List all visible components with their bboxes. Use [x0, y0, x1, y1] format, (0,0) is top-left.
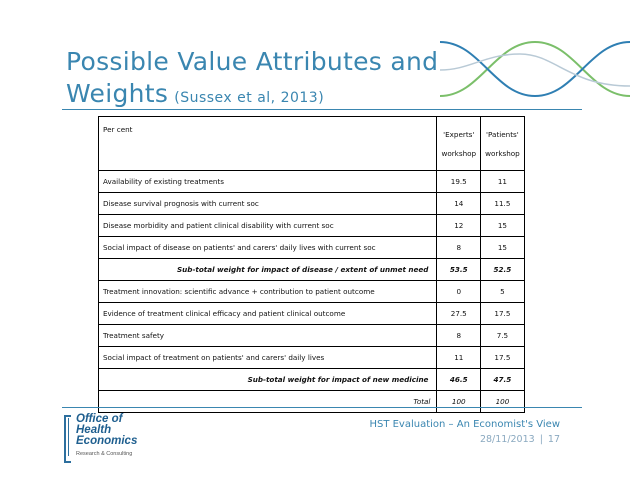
- footer-separator: |: [539, 434, 543, 445]
- row-experts: 19.5: [436, 170, 482, 193]
- footer-date: 28/11/2013: [479, 434, 535, 445]
- table-header-row: Per cent 'Experts' workshop 'Patients' wor…: [97, 116, 525, 171]
- row-patients: 5: [480, 280, 525, 303]
- table-row: Social impact of treatment on patients' …: [97, 346, 525, 369]
- header-experts: 'Experts' workshop: [436, 116, 482, 171]
- table-row: Treatment innovation: scientific advance…: [97, 280, 525, 303]
- row-label: Availability of existing treatments: [97, 170, 438, 193]
- logo-bracket-icon: [64, 415, 71, 463]
- subtotal-label: Sub-total weight for impact of new medic…: [97, 368, 438, 391]
- subtotal-patients: 47.5: [480, 368, 525, 391]
- row-experts: 14: [436, 192, 482, 215]
- row-patients: 15: [480, 236, 525, 259]
- row-patients: 17.5: [480, 346, 525, 369]
- header-patients: 'Patients' workshop: [480, 116, 525, 171]
- row-experts: 27.5: [436, 302, 482, 325]
- header-patients-line2: workshop: [485, 149, 520, 158]
- subtotal-row-disease: Sub-total weight for impact of disease /…: [97, 258, 525, 281]
- footer-meta: 28/11/2013 | 17: [480, 434, 560, 445]
- logo-inner-bracket-icon: [68, 418, 72, 456]
- logo-line-2: Health: [76, 424, 112, 436]
- subtotal-patients: 52.5: [480, 258, 525, 281]
- total-label: Total: [97, 390, 438, 413]
- row-experts: 0: [436, 280, 482, 303]
- page-number: 17: [547, 434, 560, 445]
- subtotal-row-medicine: Sub-total weight for impact of new medic…: [97, 368, 525, 391]
- footer-divider: [62, 407, 582, 408]
- table-row: Evidence of treatment clinical efficacy …: [97, 302, 525, 325]
- wave-decoration-icon: [440, 40, 630, 98]
- total-patients: 100: [480, 390, 525, 413]
- row-label: Social impact of disease on patients' an…: [97, 236, 438, 259]
- title-line-2: Weights (Sussex et al, 2013): [66, 78, 486, 114]
- ohe-logo: Office of Health Economics Research & Co…: [64, 413, 196, 472]
- row-patients: 17.5: [480, 302, 525, 325]
- row-patients: 11.5: [480, 192, 525, 215]
- row-experts: 11: [436, 346, 482, 369]
- logo-line-3: Economics: [76, 435, 138, 447]
- row-patients: 11: [480, 170, 525, 193]
- header-divider: [62, 109, 582, 110]
- header-experts-line2: workshop: [441, 149, 477, 158]
- slide-title: Possible Value Attributes and Weights (Su…: [66, 46, 486, 114]
- table-row: Availability of existing treatments 19.5…: [97, 170, 525, 193]
- header-experts-line1: 'Experts': [443, 130, 475, 139]
- row-label: Treatment innovation: scientific advance…: [97, 280, 438, 303]
- row-label: Disease survival prognosis with current …: [97, 192, 438, 215]
- header-patients-line1: 'Patients': [486, 130, 519, 139]
- table-row: Disease morbidity and patient clinical d…: [97, 214, 525, 237]
- row-label: Evidence of treatment clinical efficacy …: [97, 302, 438, 325]
- total-row: Total 100 100: [97, 390, 525, 413]
- subtotal-experts: 53.5: [436, 258, 482, 281]
- row-label: Treatment safety: [97, 324, 438, 347]
- logo-line-1: Office of: [76, 413, 123, 425]
- logo-tagline: Research & Consulting: [76, 451, 133, 457]
- logo-wordmark: Office of Health Economics: [76, 413, 138, 447]
- row-label: Social impact of treatment on patients' …: [97, 346, 438, 369]
- title-weights: Weights: [66, 79, 169, 108]
- row-experts: 8: [436, 324, 482, 347]
- title-line-1: Possible Value Attributes and: [66, 47, 439, 76]
- value-attributes-table: Per cent 'Experts' workshop 'Patients' wor…: [97, 116, 525, 413]
- total-experts: 100: [436, 390, 482, 413]
- row-experts: 8: [436, 236, 482, 259]
- footer-presentation-title: HST Evaluation – An Economist's View: [369, 419, 560, 430]
- row-label: Disease morbidity and patient clinical d…: [97, 214, 438, 237]
- table-row: Social impact of disease on patients' an…: [97, 236, 525, 259]
- row-experts: 12: [436, 214, 482, 237]
- row-patients: 15: [480, 214, 525, 237]
- table-row: Disease survival prognosis with current …: [97, 192, 525, 215]
- subtotal-label: Sub-total weight for impact of disease /…: [97, 258, 438, 281]
- header-label: Per cent: [97, 116, 438, 171]
- table-row: Treatment safety 8 7.5: [97, 324, 525, 347]
- subtotal-experts: 46.5: [436, 368, 482, 391]
- title-citation: (Sussex et al, 2013): [174, 90, 325, 106]
- row-patients: 7.5: [480, 324, 525, 347]
